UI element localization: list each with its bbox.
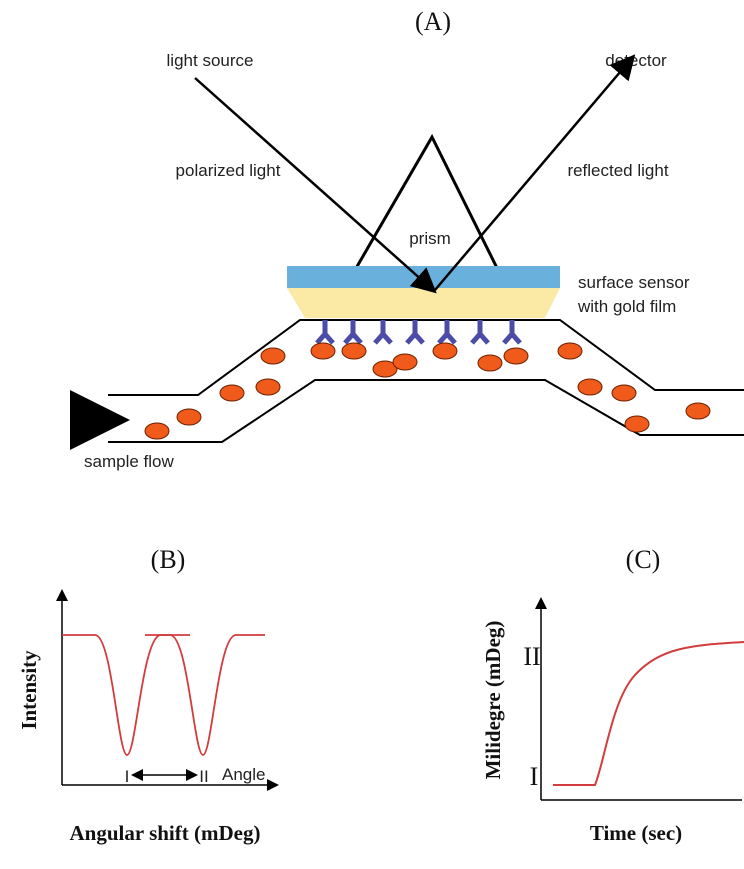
incident-light	[195, 78, 433, 290]
panel-label: (A)	[415, 7, 451, 36]
label: Angle	[222, 765, 265, 784]
label: polarized light	[176, 161, 281, 180]
label: with gold film	[577, 297, 676, 316]
label: II	[199, 767, 208, 786]
panel-a: (A) light source detector polarized ligh…	[78, 7, 744, 471]
label: prism	[409, 229, 451, 248]
y-axis-label: Intensity	[17, 650, 41, 730]
gold-film	[287, 288, 560, 318]
panel-b: (B) I II Angle Intensity Angular shift (…	[17, 545, 276, 845]
y-axis-label: Milidegre (mDeg)	[481, 621, 505, 780]
figure: (A) light source detector polarized ligh…	[0, 0, 744, 869]
prism	[355, 137, 498, 270]
channel-wall	[108, 380, 744, 442]
label: reflected light	[567, 161, 668, 180]
label: I	[530, 762, 539, 791]
x-axis-label: Angular shift (mDeg)	[70, 821, 261, 845]
label: light source	[167, 51, 254, 70]
label: I	[125, 767, 130, 786]
panel-label: (B)	[151, 545, 186, 574]
antibodies	[317, 320, 520, 343]
panel-c: (C) II I Milidegre (mDeg) Time (sec)	[481, 545, 744, 845]
label: surface sensor	[578, 273, 690, 292]
curve	[62, 635, 190, 755]
label: II	[523, 642, 540, 671]
sensor	[287, 266, 560, 288]
curve	[553, 642, 744, 785]
label: detector	[605, 51, 667, 70]
panel-label: (C)	[626, 545, 661, 574]
label: sample flow	[84, 452, 174, 471]
x-axis-label: Time (sec)	[590, 821, 682, 845]
curve	[145, 635, 265, 755]
particles	[145, 343, 710, 439]
channel-wall	[108, 320, 744, 395]
